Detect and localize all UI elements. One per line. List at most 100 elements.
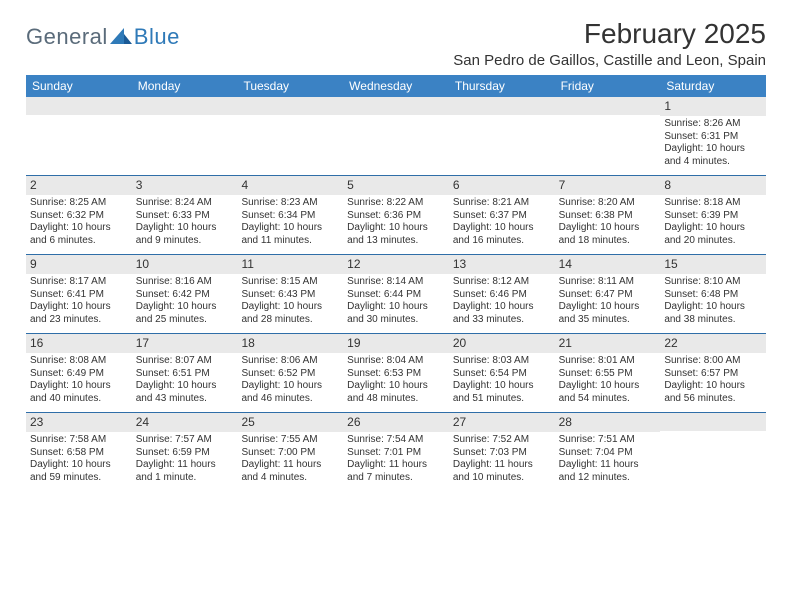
cell-line: Daylight: 10 hours — [347, 380, 445, 393]
cell-line: and 51 minutes. — [453, 393, 551, 406]
cell-line: and 40 minutes. — [30, 393, 128, 406]
day-number: 22 — [660, 334, 766, 353]
cell-line: Sunrise: 8:25 AM — [30, 197, 128, 210]
cell-line: Daylight: 10 hours — [453, 222, 551, 235]
cell-line: Sunset: 6:33 PM — [136, 210, 234, 223]
cell-body: Sunrise: 8:06 AMSunset: 6:52 PMDaylight:… — [237, 353, 343, 409]
cell-line: and 48 minutes. — [347, 393, 445, 406]
cell-line: and 9 minutes. — [136, 235, 234, 248]
day-number: 13 — [449, 255, 555, 274]
calendar-cell: 3Sunrise: 8:24 AMSunset: 6:33 PMDaylight… — [132, 176, 238, 254]
cell-line: Sunrise: 8:00 AM — [664, 355, 762, 368]
cell-line: Sunrise: 8:20 AM — [559, 197, 657, 210]
day-number: 7 — [555, 176, 661, 195]
calendar: Sunday Monday Tuesday Wednesday Thursday… — [26, 75, 766, 491]
cell-line: Sunset: 6:49 PM — [30, 368, 128, 381]
cell-line: Sunrise: 8:12 AM — [453, 276, 551, 289]
cell-line: Sunrise: 8:15 AM — [241, 276, 339, 289]
cell-line: Daylight: 10 hours — [241, 222, 339, 235]
cell-line: Daylight: 10 hours — [559, 380, 657, 393]
cell-line: Sunset: 7:04 PM — [559, 447, 657, 460]
cell-line: Sunset: 6:47 PM — [559, 289, 657, 302]
cell-body — [132, 115, 238, 175]
cell-line: Sunset: 6:43 PM — [241, 289, 339, 302]
cell-line: and 7 minutes. — [347, 472, 445, 485]
calendar-cell — [237, 97, 343, 175]
cell-body: Sunrise: 8:26 AMSunset: 6:31 PMDaylight:… — [660, 116, 766, 172]
week-row: 16 Sunrise: 8:08 AMSunset: 6:49 PM Dayligh… — [26, 333, 766, 412]
calendar-cell: 25Sunrise: 7:55 AMSunset: 7:00 PMDayligh… — [237, 413, 343, 491]
cell-line: Sunrise: 8:16 AM — [136, 276, 234, 289]
calendar-cell: 21Sunrise: 8:01 AMSunset: 6:55 PMDayligh… — [555, 334, 661, 412]
day-number: 16 — [26, 334, 132, 353]
day-header-wed: Wednesday — [343, 75, 449, 97]
calendar-cell: 9Sunrise: 8:17 AMSunset: 6:41 PMDaylight… — [26, 255, 132, 333]
calendar-cell: 12Sunrise: 8:14 AMSunset: 6:44 PMDayligh… — [343, 255, 449, 333]
day-number: 25 — [237, 413, 343, 432]
day-number: 26 — [343, 413, 449, 432]
cell-line: Daylight: 10 hours — [136, 380, 234, 393]
cell-body: Sunrise: 7:57 AMSunset: 6:59 PMDaylight:… — [132, 432, 238, 488]
cell-line: Sunrise: 8:08 AM — [30, 355, 128, 368]
cell-line: Sunrise: 7:58 AM — [30, 434, 128, 447]
cell-body — [237, 115, 343, 175]
cell-line: Sunset: 6:37 PM — [453, 210, 551, 223]
day-number: 4 — [237, 176, 343, 195]
cell-body: Sunrise: 8:01 AMSunset: 6:55 PMDaylight:… — [555, 353, 661, 409]
cell-line: Sunrise: 8:26 AM — [664, 118, 762, 131]
title-block: February 2025 San Pedro de Gaillos, Cast… — [453, 18, 766, 69]
cell-line: and 56 minutes. — [664, 393, 762, 406]
cell-body: Sunrise: 7:52 AMSunset: 7:03 PMDaylight:… — [449, 432, 555, 488]
day-number: 3 — [132, 176, 238, 195]
cell-line: Sunrise: 8:24 AM — [136, 197, 234, 210]
cell-line: Sunrise: 8:14 AM — [347, 276, 445, 289]
cell-line: Sunrise: 8:17 AM — [30, 276, 128, 289]
day-number: 28 — [555, 413, 661, 432]
cell-body: Sunrise: 8:07 AMSunset: 6:51 PMDaylight:… — [132, 353, 238, 409]
calendar-cell: 5Sunrise: 8:22 AMSunset: 6:36 PMDaylight… — [343, 176, 449, 254]
cell-line: Sunrise: 7:52 AM — [453, 434, 551, 447]
cell-line: Sunset: 7:00 PM — [241, 447, 339, 460]
calendar-cell — [449, 97, 555, 175]
cell-line: Sunrise: 8:18 AM — [664, 197, 762, 210]
cell-line: Sunrise: 7:51 AM — [559, 434, 657, 447]
day-number — [555, 97, 661, 115]
cell-line: Daylight: 10 hours — [347, 301, 445, 314]
location-subtitle: San Pedro de Gaillos, Castille and Leon,… — [453, 52, 766, 69]
cell-line: and 16 minutes. — [453, 235, 551, 248]
cell-body: Sunrise: 7:51 AMSunset: 7:04 PMDaylight:… — [555, 432, 661, 488]
cell-line: Daylight: 10 hours — [30, 301, 128, 314]
cell-body — [449, 115, 555, 175]
month-title: February 2025 — [453, 18, 766, 50]
cell-line: and 13 minutes. — [347, 235, 445, 248]
cell-line: Sunrise: 8:01 AM — [559, 355, 657, 368]
cell-line: Sunset: 6:57 PM — [664, 368, 762, 381]
cell-body: Sunrise: 8:23 AMSunset: 6:34 PMDaylight:… — [237, 195, 343, 251]
cell-line: Sunset: 6:38 PM — [559, 210, 657, 223]
calendar-cell: 10Sunrise: 8:16 AMSunset: 6:42 PMDayligh… — [132, 255, 238, 333]
cell-line: Daylight: 11 hours — [559, 459, 657, 472]
cell-line: and 38 minutes. — [664, 314, 762, 327]
cell-body: Sunrise: 7:54 AMSunset: 7:01 PMDaylight:… — [343, 432, 449, 488]
day-number: 18 — [237, 334, 343, 353]
cell-line: Sunrise: 8:10 AM — [664, 276, 762, 289]
day-number — [237, 97, 343, 115]
calendar-cell: 18Sunrise: 8:06 AMSunset: 6:52 PMDayligh… — [237, 334, 343, 412]
cell-body: Sunrise: 8:25 AMSunset: 6:32 PMDaylight:… — [26, 195, 132, 251]
day-number: 20 — [449, 334, 555, 353]
cell-body — [26, 115, 132, 175]
day-header-mon: Monday — [132, 75, 238, 97]
cell-line: Sunrise: 7:57 AM — [136, 434, 234, 447]
week-row: 1Sunrise: 8:26 AMSunset: 6:31 PMDaylight… — [26, 97, 766, 175]
day-number: 1 — [660, 97, 766, 116]
cell-line: and 11 minutes. — [241, 235, 339, 248]
day-number: 19 — [343, 334, 449, 353]
cell-line: Sunset: 6:34 PM — [241, 210, 339, 223]
calendar-cell: 4Sunrise: 8:23 AMSunset: 6:34 PMDaylight… — [237, 176, 343, 254]
day-number — [26, 97, 132, 115]
cell-line: and 43 minutes. — [136, 393, 234, 406]
cell-body: Sunrise: 8:18 AMSunset: 6:39 PMDaylight:… — [660, 195, 766, 251]
calendar-cell: 20Sunrise: 8:03 AMSunset: 6:54 PMDayligh… — [449, 334, 555, 412]
cell-body: Sunrise: 8:20 AMSunset: 6:38 PMDaylight:… — [555, 195, 661, 251]
day-number: 6 — [449, 176, 555, 195]
